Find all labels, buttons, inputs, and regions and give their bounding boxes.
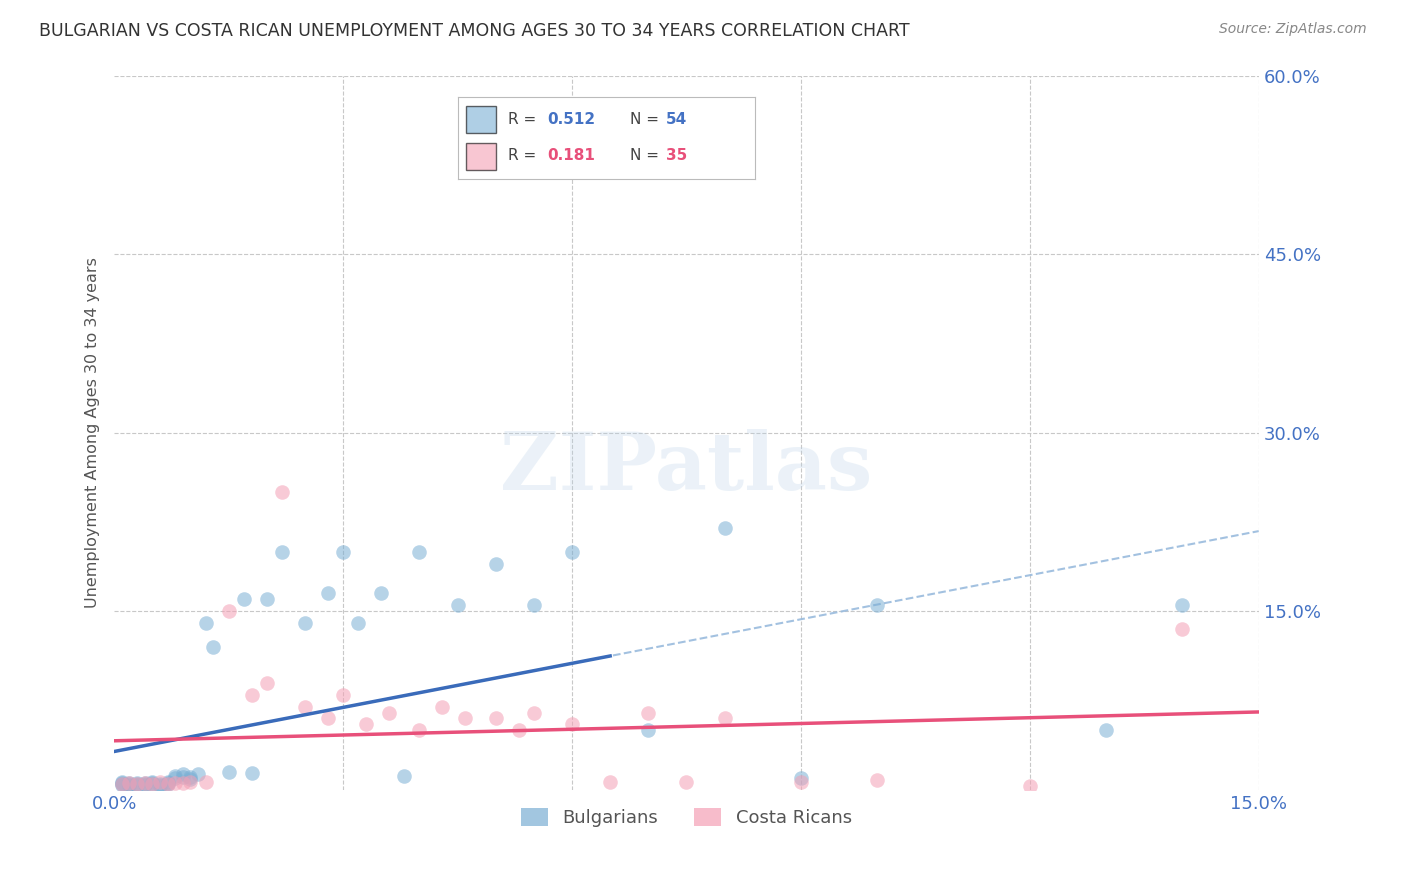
Point — [316, 711, 339, 725]
Point — [165, 769, 187, 783]
Point — [141, 774, 163, 789]
Point — [561, 717, 583, 731]
Point — [485, 711, 508, 725]
Point — [179, 770, 201, 784]
Point — [218, 604, 240, 618]
Point — [172, 776, 194, 790]
Point — [111, 778, 134, 792]
Point — [134, 776, 156, 790]
Point — [194, 774, 217, 789]
Point — [118, 777, 141, 791]
Point — [637, 723, 659, 738]
Point — [508, 723, 530, 738]
Point — [149, 777, 172, 791]
Point — [149, 778, 172, 792]
Point — [172, 770, 194, 784]
Point — [1018, 780, 1040, 794]
Point — [111, 777, 134, 791]
Point — [378, 706, 401, 720]
Point — [141, 777, 163, 791]
Point — [125, 777, 148, 791]
Point — [432, 699, 454, 714]
Point — [408, 723, 430, 738]
Point — [165, 776, 187, 790]
Point — [790, 771, 813, 785]
Point — [172, 767, 194, 781]
Point — [156, 774, 179, 789]
Point — [240, 688, 263, 702]
Point — [165, 771, 187, 785]
Point — [118, 780, 141, 794]
Point — [347, 616, 370, 631]
Point — [141, 776, 163, 790]
Point — [156, 776, 179, 790]
Point — [125, 777, 148, 791]
Point — [675, 774, 697, 789]
Point — [316, 586, 339, 600]
Y-axis label: Unemployment Among Ages 30 to 34 years: Unemployment Among Ages 30 to 34 years — [86, 257, 100, 608]
Point — [179, 774, 201, 789]
Point — [187, 767, 209, 781]
Point — [118, 776, 141, 790]
Point — [141, 777, 163, 791]
Point — [332, 688, 354, 702]
Point — [118, 778, 141, 792]
Point — [156, 777, 179, 791]
Legend: Bulgarians, Costa Ricans: Bulgarians, Costa Ricans — [513, 801, 859, 835]
Point — [523, 706, 546, 720]
Text: BULGARIAN VS COSTA RICAN UNEMPLOYMENT AMONG AGES 30 TO 34 YEARS CORRELATION CHAR: BULGARIAN VS COSTA RICAN UNEMPLOYMENT AM… — [39, 22, 910, 40]
Text: Source: ZipAtlas.com: Source: ZipAtlas.com — [1219, 22, 1367, 37]
Point — [271, 485, 294, 500]
Point — [111, 777, 134, 791]
Point — [125, 776, 148, 790]
Point — [1171, 622, 1194, 636]
Point — [332, 545, 354, 559]
Point — [240, 766, 263, 780]
Point — [866, 599, 889, 613]
Point — [111, 776, 134, 790]
Point — [713, 711, 735, 725]
Point — [256, 675, 278, 690]
Point — [446, 599, 468, 613]
Point — [202, 640, 225, 654]
Point — [125, 778, 148, 792]
Point — [294, 699, 316, 714]
Point — [179, 772, 201, 787]
Point — [599, 774, 621, 789]
Point — [149, 780, 172, 794]
Point — [408, 545, 430, 559]
Point — [561, 545, 583, 559]
Point — [454, 711, 477, 725]
Point — [134, 777, 156, 791]
Point — [713, 521, 735, 535]
Point — [111, 774, 134, 789]
Point — [149, 774, 172, 789]
Point — [194, 616, 217, 631]
Point — [354, 717, 377, 731]
Point — [232, 592, 254, 607]
Point — [523, 599, 546, 613]
Point — [790, 774, 813, 789]
Point — [256, 592, 278, 607]
Point — [1095, 723, 1118, 738]
Point — [370, 586, 392, 600]
Point — [118, 776, 141, 790]
Point — [134, 778, 156, 792]
Point — [637, 706, 659, 720]
Point — [485, 557, 508, 571]
Point — [866, 773, 889, 788]
Point — [392, 769, 415, 783]
Point — [294, 616, 316, 631]
Point — [1171, 599, 1194, 613]
Point — [271, 545, 294, 559]
Point — [156, 777, 179, 791]
Point — [134, 776, 156, 790]
Point — [218, 765, 240, 780]
Text: ZIPatlas: ZIPatlas — [501, 429, 873, 508]
